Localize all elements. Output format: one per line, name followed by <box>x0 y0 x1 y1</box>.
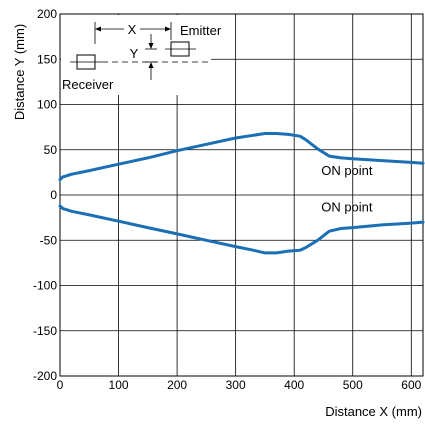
annotations: ON point ON point <box>321 163 373 214</box>
x-tick-label: 300 <box>226 378 246 392</box>
x-axis-title: Distance X (mm) <box>325 404 422 419</box>
plot-frame <box>59 13 424 377</box>
x-tick-label: 200 <box>167 378 187 392</box>
series-line-1 <box>58 132 425 182</box>
series-line-2 <box>58 204 425 255</box>
x-tick-labels: 0 100 200 300 400 500 600 <box>57 378 422 392</box>
on-point-label: ON point <box>321 199 373 214</box>
x-tick-label: 100 <box>109 378 129 392</box>
y-axis-title: Distance Y (mm) <box>12 24 27 120</box>
on-point-label: ON point <box>321 163 373 178</box>
x-arrow-right <box>165 26 171 32</box>
x-tick-label: 600 <box>401 378 421 392</box>
y-tick-label: -100 <box>33 279 57 293</box>
x-tick-label: 500 <box>343 378 363 392</box>
series-lines <box>58 132 425 255</box>
x-dimension-label: X <box>128 22 137 37</box>
x-tick-label: 0 <box>57 378 64 392</box>
y-dimension-label: Y <box>130 46 139 61</box>
emitter-label: Emitter <box>180 23 222 38</box>
y-tick-label: 100 <box>37 98 57 112</box>
y-tick-label: -50 <box>40 233 58 247</box>
y-arrow-top <box>148 43 154 49</box>
y-tick-label: 200 <box>37 7 57 21</box>
y-tick-label: -150 <box>33 324 57 338</box>
y-tick-labels: 200 150 100 50 0 -50 -100 -150 -200 <box>33 7 57 383</box>
y-tick-label: -200 <box>33 369 57 383</box>
x-tick-label: 400 <box>284 378 304 392</box>
x-arrow-left <box>95 26 101 32</box>
receiver-label: Receiver <box>62 77 114 92</box>
sensor-inset: X Y Emitter Receiver <box>61 15 222 95</box>
y-tick-label: 50 <box>44 143 58 157</box>
y-tick-label: 150 <box>37 52 57 66</box>
y-tick-label: 0 <box>50 188 57 202</box>
y-arrow-bottom <box>148 62 154 68</box>
